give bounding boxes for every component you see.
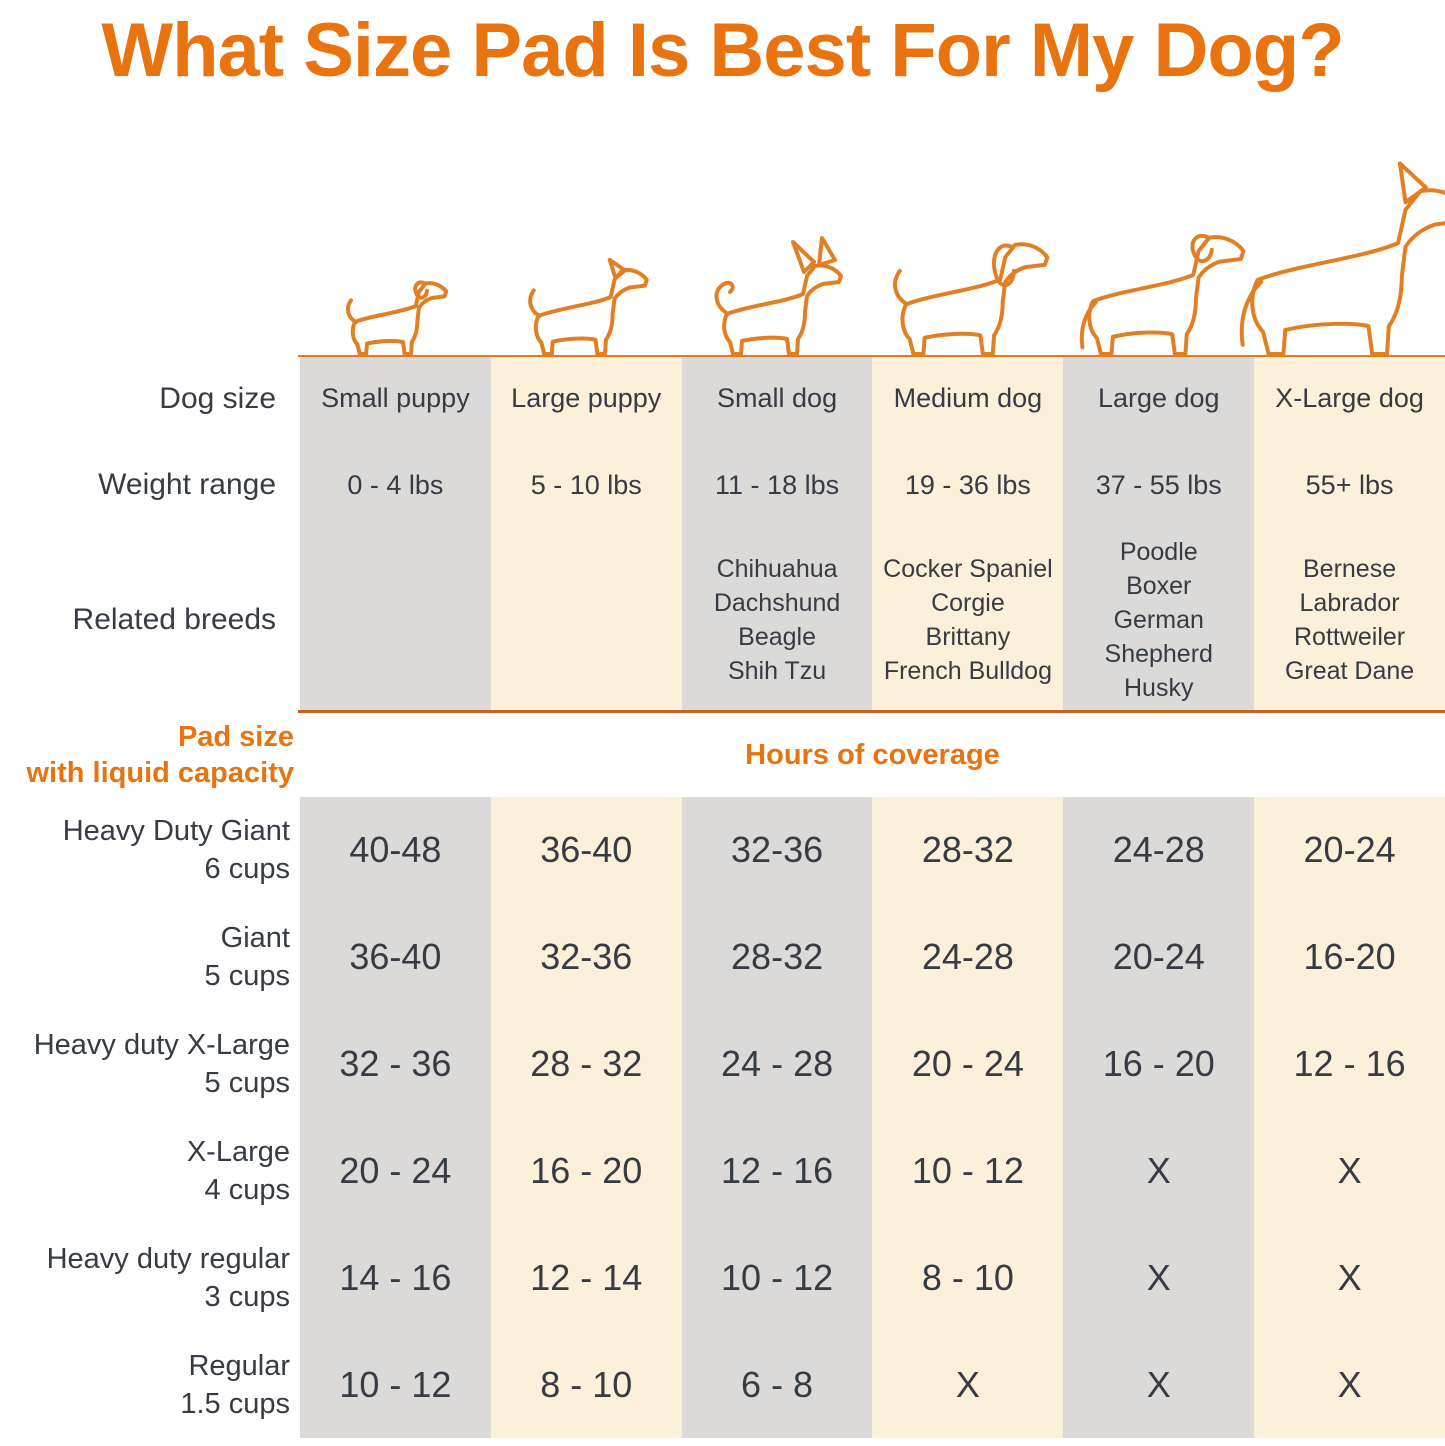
dog-size-illustrations (300, 165, 1445, 355)
hours-cell: 12 - 16 (1254, 1010, 1445, 1118)
weight-cell: 11 - 18 lbs (681, 440, 873, 530)
column-header-small-dog: Small dog (681, 357, 873, 440)
hours-of-coverage-header: Hours of coverage (745, 738, 1000, 771)
pad-row-label: Heavy duty regular 3 cups (0, 1224, 300, 1331)
pad-row-label: Heavy Duty Giant 6 cups (0, 797, 300, 904)
dogs-svg (300, 165, 1445, 355)
hours-cell: 14 - 16 (300, 1224, 491, 1332)
hours-cell: 6 - 8 (681, 1331, 873, 1438)
hours-cell: X (1063, 1224, 1255, 1332)
hours-cell: 28-32 (681, 903, 873, 1011)
hours-cell: 8 - 10 (490, 1331, 682, 1438)
breeds-cell: Bernese Labrador Rottweiler Great Dane (1254, 530, 1445, 710)
pad-capacity: 6 cups (204, 853, 290, 886)
hours-cell: X (1063, 1331, 1255, 1438)
hours-cell: 24-28 (1063, 797, 1255, 904)
hours-cell: 16 - 20 (490, 1117, 682, 1225)
hours-cell: X (1254, 1117, 1445, 1225)
pad-capacity: 3 cups (204, 1280, 290, 1313)
pad-row-label: X-Large 4 cups (0, 1118, 300, 1225)
hours-cell: 24-28 (872, 903, 1064, 1011)
breeds-cell (490, 530, 682, 710)
hours-cell: 10 - 12 (681, 1224, 873, 1332)
weight-cell: 5 - 10 lbs (490, 440, 682, 530)
column-header-large-puppy: Large puppy (490, 357, 682, 440)
hours-cell: 12 - 16 (681, 1117, 873, 1225)
weight-cell: 19 - 36 lbs (872, 440, 1064, 530)
weight-cell: 0 - 4 lbs (300, 440, 491, 530)
hours-cell: 28-32 (872, 797, 1064, 904)
pad-name: Heavy duty X-Large (33, 1029, 290, 1062)
hours-cell: 20-24 (1254, 797, 1445, 904)
hours-cell: 32 - 36 (300, 1010, 491, 1118)
weight-cell: 55+ lbs (1254, 440, 1445, 530)
pad-row-label: Heavy duty X-Large 5 cups (0, 1011, 300, 1118)
hours-cell: 20 - 24 (300, 1117, 491, 1225)
breeds-cell: Cocker Spaniel Corgie Brittany French Bu… (872, 530, 1064, 710)
hours-cell: 16 - 20 (1063, 1010, 1255, 1118)
hours-cell: X (872, 1331, 1064, 1438)
hours-cell: X (1254, 1331, 1445, 1438)
hours-cell: 24 - 28 (681, 1010, 873, 1118)
pad-name: Regular (188, 1349, 290, 1382)
pad-section-header: Pad size with liquid capacity Hours of c… (0, 713, 1445, 797)
large-dog-icon (1082, 236, 1244, 354)
pad-name: X-Large (186, 1135, 290, 1168)
pad-capacity: 5 cups (204, 1067, 290, 1100)
pad-size-header: Pad size with liquid capacity (26, 721, 295, 789)
pad-capacity: 5 cups (204, 960, 290, 993)
column-header-large-dog: Large dog (1063, 357, 1255, 440)
hours-cell: 36-40 (300, 903, 491, 1011)
dogs-baseline-rule (298, 355, 1445, 357)
pad-name: Heavy Duty Giant (62, 815, 290, 848)
hours-cell: X (1063, 1117, 1255, 1225)
hours-cell: 20 - 24 (872, 1010, 1064, 1118)
column-header-x-large-dog: X-Large dog (1254, 357, 1445, 440)
hours-cell: X (1254, 1224, 1445, 1332)
page-title: What Size Pad Is Best For My Dog? (101, 8, 1344, 93)
pad-row-label: Regular 1.5 cups (0, 1331, 300, 1438)
hours-cell: 16-20 (1254, 903, 1445, 1011)
hours-cell: 20-24 (1063, 903, 1255, 1011)
hours-cell: 10 - 12 (300, 1331, 491, 1438)
section-divider-rule (298, 710, 1445, 713)
hours-cell: 12 - 14 (490, 1224, 682, 1332)
breeds-cell: Poodle Boxer German Shepherd Husky (1063, 530, 1255, 710)
row-label-weight-range: Weight range (98, 468, 276, 501)
hours-cell: 32-36 (490, 903, 682, 1011)
x-large-dog-icon (1242, 163, 1445, 354)
medium-dog-icon (895, 244, 1047, 354)
row-label-related-breeds: Related breeds (72, 603, 276, 636)
pad-capacity: 4 cups (204, 1173, 290, 1206)
column-header-medium-dog: Medium dog (872, 357, 1064, 440)
hours-cell: 32-36 (681, 797, 873, 904)
hours-cell: 36-40 (490, 797, 682, 904)
small-dog-icon (716, 238, 841, 354)
breeds-cell: Chihuahua Dachshund Beagle Shih Tzu (681, 530, 873, 710)
hours-cell: 28 - 32 (490, 1010, 682, 1118)
hours-cell: 40-48 (300, 797, 491, 904)
large-puppy-icon (530, 260, 647, 354)
weight-cell: 37 - 55 lbs (1063, 440, 1255, 530)
dog-info-table: Dog size Small puppy Large puppy Small d… (0, 357, 1445, 710)
row-label-dog-size: Dog size (159, 381, 276, 415)
pad-row-label: Giant 5 cups (0, 904, 300, 1011)
hours-cell: 8 - 10 (872, 1224, 1064, 1332)
pad-name: Heavy duty regular (46, 1242, 290, 1275)
pad-capacity: 1.5 cups (180, 1387, 290, 1420)
hours-coverage-table: Heavy Duty Giant 6 cups 40-48 36-40 32-3… (0, 797, 1445, 1438)
pad-name: Giant (220, 922, 290, 955)
breeds-cell (300, 530, 491, 710)
small-puppy-icon (348, 282, 446, 354)
hours-cell: 10 - 12 (872, 1117, 1064, 1225)
column-header-small-puppy: Small puppy (300, 357, 491, 440)
